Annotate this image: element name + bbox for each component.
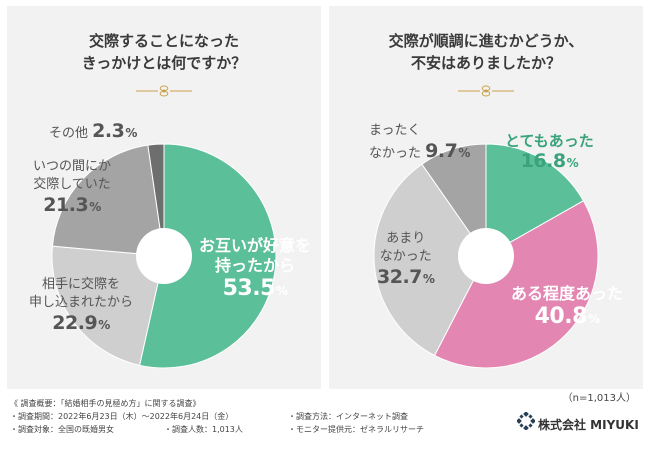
left-slice-value-3: 2.3% (92, 120, 137, 142)
survey-period: ・調査期間：2022年6月23日（木）～2022年6月24日（金） (10, 412, 234, 421)
left-slice-label-3: その他 2.3% (49, 120, 137, 144)
right-slice-2 (373, 163, 487, 357)
left-slice-3 (147, 143, 165, 257)
right-slice-label-3-line1: まったく (369, 123, 421, 138)
footer: 《 調査概要：「結婚相手の見極め方」に関する調査》 ・調査期間：2022年6月2… (0, 392, 650, 450)
left-chart-title-line1: 交際することになった (88, 32, 239, 50)
right-slice-0 (485, 143, 585, 257)
left-pie-chart (51, 143, 277, 369)
right-slice-value-0: 16.8% (520, 150, 579, 172)
right-slice-label-0: とてもあった 16.8% (505, 132, 594, 174)
right-slice-label-1: ある程度あった 40.8% (511, 284, 623, 332)
left-slice-label-3-line1: その他 (49, 126, 89, 141)
left-slice-label-0-line2: 持ったから (215, 256, 296, 275)
left-slice-value-1: 22.9% (52, 312, 110, 334)
left-slice-0 (138, 143, 277, 369)
right-slice-value-2: 32.7% (377, 266, 435, 288)
company-logo-icon (517, 412, 535, 430)
monitor-provider: ・モニター提供元：ゼネラルリサーチ (288, 425, 424, 434)
ornament-icon (136, 85, 192, 97)
ornament-icon (458, 85, 514, 97)
right-slice-value-1: 40.8% (534, 304, 600, 329)
right-chart-title-line1: 交際が順調に進むかどうか、 (388, 32, 584, 50)
survey-subjects: ・調査対象：全国の既婚男女 (10, 425, 114, 434)
left-slice-label-2: いつの間にか 交際していた 21.3% (33, 158, 111, 218)
left-chart-title-line2: きっかけとは何ですか？ (81, 54, 247, 72)
right-slice-3 (421, 143, 487, 258)
left-chart-panel: 交際することになった きっかけとは何ですか？ お互いが好意を 持ったから 53.… (7, 6, 321, 389)
right-donut-hole (458, 228, 514, 284)
left-slice-label-1: 相手に交際を 申し込まれたから 22.9% (29, 276, 133, 336)
survey-count: ・調査人数：1,013人 (164, 425, 243, 434)
right-slice-value-3: 9.7% (425, 140, 470, 162)
left-slice-2 (51, 144, 165, 257)
right-slice-label-1-line1: ある程度あった (511, 284, 624, 303)
left-slice-label-1-line2: 申し込まれたから (29, 295, 134, 310)
right-slice-label-2-line2: なかった (379, 249, 432, 264)
left-slice-1 (51, 245, 165, 366)
left-slice-value-0: 53.5% (222, 276, 288, 301)
right-slice-label-3-line2: なかった (369, 146, 422, 161)
right-pie-chart (373, 143, 599, 369)
left-slice-label-2-line2: 交際していた (33, 177, 111, 192)
right-slice-label-2-line1: あまり (386, 231, 426, 246)
right-chart-panel: 交際が順調に進むかどうか、 不安はありましたか？ とてもあった 16.8% ある… (329, 6, 643, 389)
sample-size: （n=1,013人） (562, 393, 636, 404)
left-slice-label-2-line1: いつの間にか (33, 159, 112, 174)
left-slice-label-0: お互いが好意を 持ったから 53.5% (199, 236, 311, 304)
right-slice-1 (433, 200, 599, 369)
right-slice-label-2: あまり なかった 32.7% (377, 230, 435, 290)
left-slice-label-0-line1: お互いが好意を (199, 236, 312, 255)
left-donut-hole (136, 228, 192, 284)
company-name: 株式会社 MIYUKI (538, 418, 639, 432)
left-slice-label-1-line1: 相手に交際を (42, 277, 121, 292)
right-chart-title-line2: 不安はありましたか？ (410, 54, 561, 72)
right-slice-label-3: まったく なかった 9.7% (369, 122, 470, 164)
survey-title: 《 調査概要：「結婚相手の見極め方」に関する調査》 (10, 399, 201, 408)
left-slice-value-2: 21.3% (43, 194, 101, 216)
survey-method: ・調査方法：インターネット調査 (288, 412, 408, 421)
right-slice-label-0-line1: とてもあった (505, 132, 594, 150)
